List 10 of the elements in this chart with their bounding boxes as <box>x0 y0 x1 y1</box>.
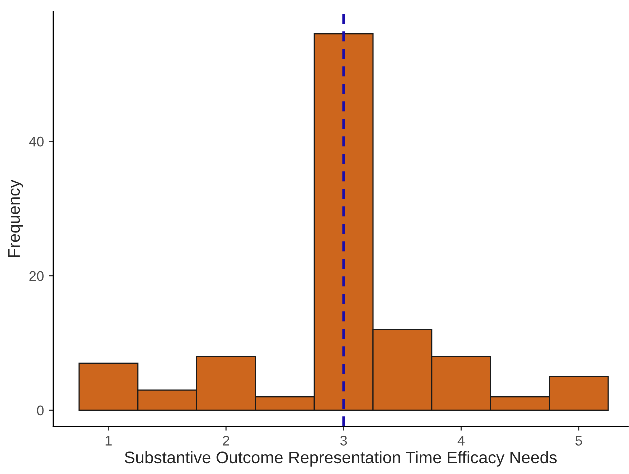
x-tick-label: 5 <box>576 436 582 446</box>
y-tick-label: 20 <box>30 271 44 282</box>
y-tick-label: 0 <box>37 406 44 416</box>
x-tick-label: 3 <box>340 436 348 446</box>
x-tick-label: 4 <box>458 436 465 446</box>
x-axis-title: Substantive Outcome Representation Time Efficacy Needs <box>125 451 557 467</box>
y-axis-title: Frequency <box>8 180 24 258</box>
x-tick-label: 1 <box>106 436 112 446</box>
y-tick-label: 40 <box>29 136 44 147</box>
x-tick-label: 2 <box>223 436 230 446</box>
